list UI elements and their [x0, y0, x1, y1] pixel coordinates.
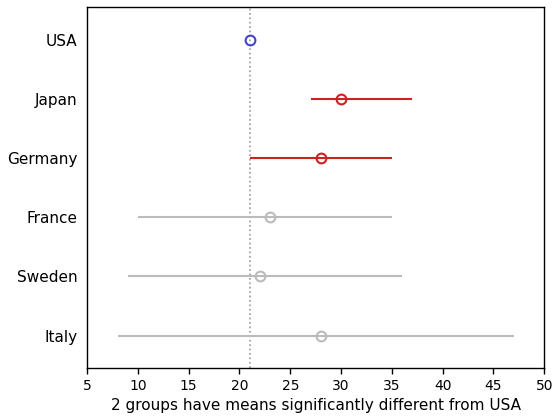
X-axis label: 2 groups have means significantly different from USA: 2 groups have means significantly differ…: [111, 398, 521, 413]
